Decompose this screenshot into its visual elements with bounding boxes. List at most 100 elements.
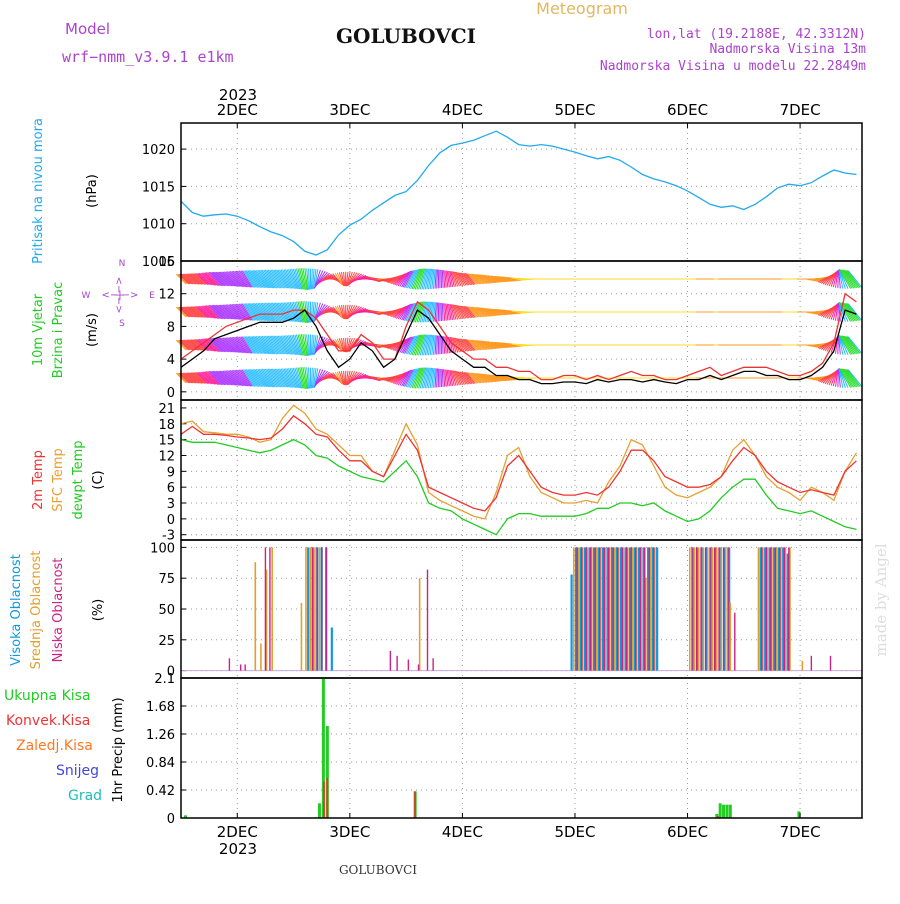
top-axis-tick-label: 4DEC [442, 101, 483, 119]
cloud-low-bar [649, 547, 650, 670]
precip-label-conv: Konvek.Kisa [6, 713, 90, 729]
cloud-mid-bar [260, 644, 262, 671]
page-title: GOLUBOVCI [336, 24, 476, 48]
cloud-low-bar [631, 547, 632, 670]
wind-barb [442, 369, 443, 387]
compass-west: W [82, 291, 91, 301]
wind-barb [442, 303, 443, 321]
bottom-axis-tick-label: 3DEC [329, 823, 370, 841]
cloud-high-bar [307, 547, 309, 670]
compass-north: N [119, 259, 126, 269]
chart-marks: 10051010101510200481216-3036912151821025… [142, 101, 862, 841]
cloud-low-bar [691, 547, 692, 670]
watermark: made by Angel [872, 543, 890, 656]
bottom-axis-tick-label: 4DEC [442, 823, 483, 841]
cloud-low-bar [788, 547, 789, 670]
cloud-mid-bar [702, 547, 704, 670]
temperature-ytick-label: 3 [167, 497, 175, 512]
cloud-mid-bar [314, 547, 316, 670]
cloud-low-bar [622, 547, 623, 670]
top-axis-tick-label: 5DEC [554, 101, 595, 119]
precip-label-grad: Grad [68, 788, 102, 804]
cloud-low-bar [775, 547, 776, 670]
cloud-high-bar [570, 575, 572, 671]
cloud-low-bar [317, 547, 318, 670]
compass-south: S [119, 319, 125, 329]
precip-ytick-label: 1.68 [146, 700, 175, 715]
cloud-low-bar [727, 547, 728, 670]
cloud-high-bar [331, 627, 333, 670]
temperature-ytick-label: 9 [167, 465, 175, 480]
cloud-ytick-label: 25 [158, 634, 175, 649]
wind-barb [437, 303, 438, 322]
cloud-low-bar [714, 547, 715, 670]
cloud-low-bar [590, 547, 591, 670]
wind-ytick-label: 16 [158, 255, 175, 270]
cloud-low-bar [613, 547, 614, 670]
cloud-high-bar [656, 547, 658, 670]
cloud-low-bar [700, 547, 701, 670]
cloud-low-bar [626, 547, 627, 670]
cloud-mid-bar [573, 547, 575, 670]
cloud-low-bar [635, 547, 636, 670]
cloud-mid-bar [758, 547, 760, 670]
cloud-low-bar [321, 547, 322, 670]
bottom-axis-tick-label: 7DEC [780, 823, 821, 841]
temp-label-2m: 2m Temp [31, 450, 46, 510]
cloud-mid-bar [711, 547, 713, 670]
precip-total-bar [719, 803, 722, 818]
cloud-mid-bar [725, 547, 727, 670]
pressure-unit: (hPa) [85, 174, 100, 208]
bottom-axis-year: 2023 [219, 840, 257, 858]
cloud-low-bar [265, 547, 266, 670]
wind-ytick-label: 8 [167, 320, 175, 335]
precip-ytick-label: 1.26 [146, 728, 175, 743]
precip-total-bar [722, 805, 725, 818]
wind-ylabel-1: 10m Vjetar [31, 293, 46, 366]
cloud-low-bar [830, 656, 831, 671]
temp-label-dew: dewpt Temp [71, 440, 86, 519]
pressure-ylabel: Pritisak na nivou mora [31, 118, 46, 264]
wind-barb [437, 270, 438, 289]
cloud-low-bar [599, 547, 600, 670]
cloud-low-bar [604, 547, 605, 670]
cloud-low-bar [581, 547, 582, 670]
temp-unit: (C) [91, 470, 106, 489]
cloud-mid-bar [698, 547, 700, 670]
cloud-mid-bar [301, 603, 303, 671]
precip-total-bar [725, 805, 728, 818]
precip-conv-bar [326, 778, 328, 818]
temp-2m-line [181, 416, 856, 511]
cloud-low-bar [312, 547, 313, 670]
pressure-frame [181, 123, 862, 261]
cloud-mid-bar [310, 547, 312, 670]
cloud-low-bar [269, 547, 270, 670]
precip-total-bar [318, 803, 321, 818]
cloud-mid-bar [707, 547, 709, 670]
precip-conv-bar [414, 791, 416, 818]
precip-conv-bar [323, 781, 325, 818]
compass-arrows-vertical: <−|−> [114, 277, 125, 314]
temp-dew-line [181, 440, 856, 535]
wind-barb [442, 270, 443, 288]
cloud-low-bar [779, 547, 780, 670]
cloud-unit: (%) [91, 599, 106, 622]
cloud-low-bar [595, 547, 596, 670]
lonlat-label: lon,lat (19.2188E, 42.3312N) [647, 27, 866, 42]
cloud-mid-bar [716, 547, 718, 670]
bottom-axis-tick-label: 2DEC [217, 823, 258, 841]
compass-east: E [149, 291, 155, 301]
cloud-low-bar [770, 547, 771, 670]
precip-ytick-label: 2.1 [154, 672, 175, 687]
cloud-mid-bar [254, 562, 256, 670]
temperature-ytick-label: 6 [167, 481, 175, 496]
precip-label-frz: Zaledj.Kisa [16, 738, 93, 754]
cloud-mid-bar [689, 547, 691, 670]
pressure-ytick-label: 1020 [142, 143, 175, 158]
precip-frame [181, 678, 862, 818]
temperature-ytick-label: 12 [158, 449, 175, 464]
cloud-label-mid: Srednja Oblacnost [29, 551, 44, 670]
cloud-low-bar [761, 547, 762, 670]
